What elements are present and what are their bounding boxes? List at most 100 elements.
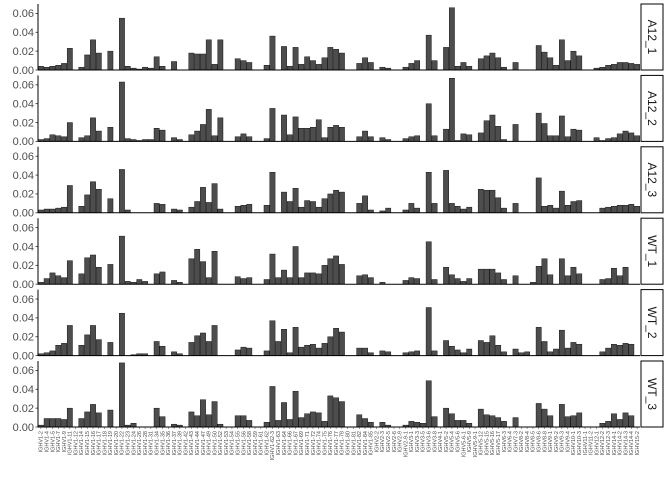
bar-A12_2-IGHV9-4 — [564, 136, 571, 142]
bar-A12_2-IGHV1-35 — [159, 129, 166, 142]
bar-WT_3-IGHV1-64 — [281, 402, 287, 428]
bar-A12_1-IGHV14-2 — [616, 62, 623, 71]
x-tick-label: IGHV5-12 — [479, 431, 485, 455]
y-tick-label: 0.02 — [13, 46, 34, 58]
bar-A12_3-IGHV14-1 — [611, 205, 617, 213]
bar-A12_1-IGHV15-2 — [634, 64, 640, 71]
bar-A12_2-IGHV1-22 — [119, 81, 125, 142]
bar-A12_2-IGHV5-16 — [489, 114, 496, 142]
bar-A12_1-IGHV1-62 — [263, 65, 270, 71]
y-tick-label: 0.02 — [13, 117, 34, 129]
bar-A12_1-IGHV7-3 — [512, 62, 519, 71]
x-tick-label: IGHV5-16 — [490, 431, 496, 455]
bar-WT_1-IGHV1-62 — [263, 279, 270, 285]
bar-WT_2-IGHV9-1 — [547, 351, 554, 356]
bar-WT_1-IGHV1-82 — [356, 275, 363, 285]
bar-A12_1-IGHV1-11 — [66, 48, 73, 71]
facet-strip-box — [640, 217, 664, 285]
bar-WT_2-IGHV1-43 — [188, 342, 195, 356]
bar-A12_2-IGHV1-17 — [95, 130, 102, 142]
bar-WT_3-IGHV1-76 — [327, 395, 334, 428]
facet-panel-A12_2: 0.00 0.02 0.04 0.06 A12_2 — [13, 74, 664, 148]
bar-A12_3-IGHV10-3 — [576, 200, 583, 213]
x-tick-label: IGHV5-4 — [450, 431, 456, 452]
bar-WT_3-IGHV5-6 — [454, 420, 461, 428]
x-tick-label: IGHV12-2 — [600, 431, 606, 455]
x-tick-label: IGHV1-50 — [212, 431, 218, 455]
x-tick-label: IGHV1-61 — [259, 431, 265, 455]
x-tick-label: IGHV14-1 — [612, 431, 618, 455]
bar-WT_2-IGHV14-2 — [616, 345, 623, 356]
bar-WT_3-IGHV1-43 — [188, 411, 195, 428]
bar-WT_3-IGHV1-4 — [43, 418, 50, 428]
bar-A12_2-IGHV1-49 — [205, 109, 212, 142]
bar-A12_2-IGHV1-76 — [327, 127, 334, 142]
bar-WT_3-IGHV1-15 — [84, 411, 91, 428]
bar-WT_1-IGHV1-64 — [281, 269, 287, 285]
x-tick-label: IGHV1-23 — [126, 431, 132, 455]
bar-A12_3-IGHV1-44 — [194, 201, 201, 214]
x-tick-label: IGHV8-2 — [519, 431, 525, 452]
bar-WT_3-IGHV8-8 — [541, 408, 548, 428]
x-tick-label: IGHV5-15 — [484, 431, 490, 455]
bar-WT_1-IGHV1-71 — [304, 272, 311, 285]
bar-WT_3-IGHV9-1 — [547, 415, 554, 428]
bar-WT_3-IGHV1-16 — [90, 404, 96, 428]
bar-A12_3-IGHV8-8 — [541, 205, 548, 213]
bar-A12_3-IGHV1-37 — [171, 208, 177, 213]
bar-WT_2-IGHV1-76 — [327, 336, 334, 356]
bar-WT_3-IGHV6-3 — [501, 421, 507, 428]
x-tick-label: IGHV3-8 — [432, 431, 438, 452]
bar-WT_1-IGHV14-3 — [622, 267, 629, 285]
bar-A12_3-IGHV14-3 — [622, 205, 629, 213]
y-tick-label: 0.02 — [13, 189, 34, 201]
bar-WT_3-IGHV14-1 — [611, 413, 617, 428]
bar-A12_1-IGHV3-8 — [431, 60, 438, 71]
bar-A12_1-IGHV5-12 — [477, 58, 484, 71]
bar-A12_2-IGHV5-2 — [443, 128, 449, 142]
x-tick-label: IGHV9-1 — [548, 431, 554, 452]
bar-WT_1-IGHV1-4 — [43, 278, 50, 285]
bar-WT_2-IGHV2-3 — [379, 350, 386, 356]
bar-WT_1-IGHV1-69 — [298, 277, 305, 285]
bar-WT_2-IGHV12-2 — [599, 351, 606, 356]
bar-WT_3-IGHV14-3 — [622, 412, 629, 428]
bar-WT_1-IGHV1-26 — [136, 279, 143, 285]
bar-A12_3-IGHV1-78 — [339, 191, 345, 213]
x-tick-label: IGHV7-3 — [513, 431, 519, 452]
bar-WT_2-IGHV3-3 — [414, 350, 421, 356]
x-tick-label: IGHV8-4 — [525, 431, 531, 452]
y-tick-label: 0.06 — [13, 222, 34, 234]
y-tick-label: 0.04 — [13, 98, 34, 110]
bar-WT_1-IGHV14-1 — [611, 267, 617, 285]
bar-A12_1-IGHV1-58 — [246, 62, 253, 71]
bar-WT_3-IGHV1-58 — [246, 420, 253, 428]
bar-WT_3-IGHV3-1 — [408, 421, 415, 428]
x-tick-label: IGHV9-4 — [565, 431, 571, 452]
bar-WT_2-IGHV5-4 — [449, 345, 455, 356]
bar-WT_2-IGHV1-58 — [246, 347, 253, 356]
x-tick-label: IGHV1-66 — [288, 431, 294, 455]
bar-A12_3-IGHV5-6 — [454, 205, 461, 213]
bar-WT_3-IGHV1-7 — [55, 418, 62, 428]
bar-A12_3-IGHV10-1 — [570, 201, 577, 214]
bar-WT_1-IGHV10-1 — [570, 267, 577, 285]
x-tick-label: IGHV1-85 — [369, 431, 375, 455]
x-tick-label: IGHV8-8 — [542, 431, 548, 452]
x-tick-label: IGHV5-6-1 — [461, 431, 467, 457]
x-tick-label: IGHV1-55 — [236, 431, 242, 455]
bar-WT_1-IGHV1-55 — [234, 276, 241, 285]
bar-A12_3-IGHV1-9 — [61, 206, 67, 213]
bar-WT_2-IGHV3-8 — [431, 350, 438, 356]
bar-A12_1-IGHV1-37 — [171, 61, 177, 71]
bar-A12_2-IGHV1-15 — [84, 135, 91, 142]
bar-A12_1-IGHV1-62-3 — [269, 35, 276, 71]
bar-WT_1-IGHV1-19 — [107, 264, 114, 285]
bar-A12_1-IGHV1-85 — [367, 62, 374, 71]
x-tick-label: IGHV4-1 — [438, 431, 444, 452]
bar-WT_3-IGHV1-47 — [200, 399, 206, 428]
x-tick-label: IGHV2-3 — [380, 431, 386, 452]
bar-WT_2-IGHV1-5 — [49, 350, 56, 356]
bar-WT_2-IGHV1-69 — [298, 346, 305, 356]
